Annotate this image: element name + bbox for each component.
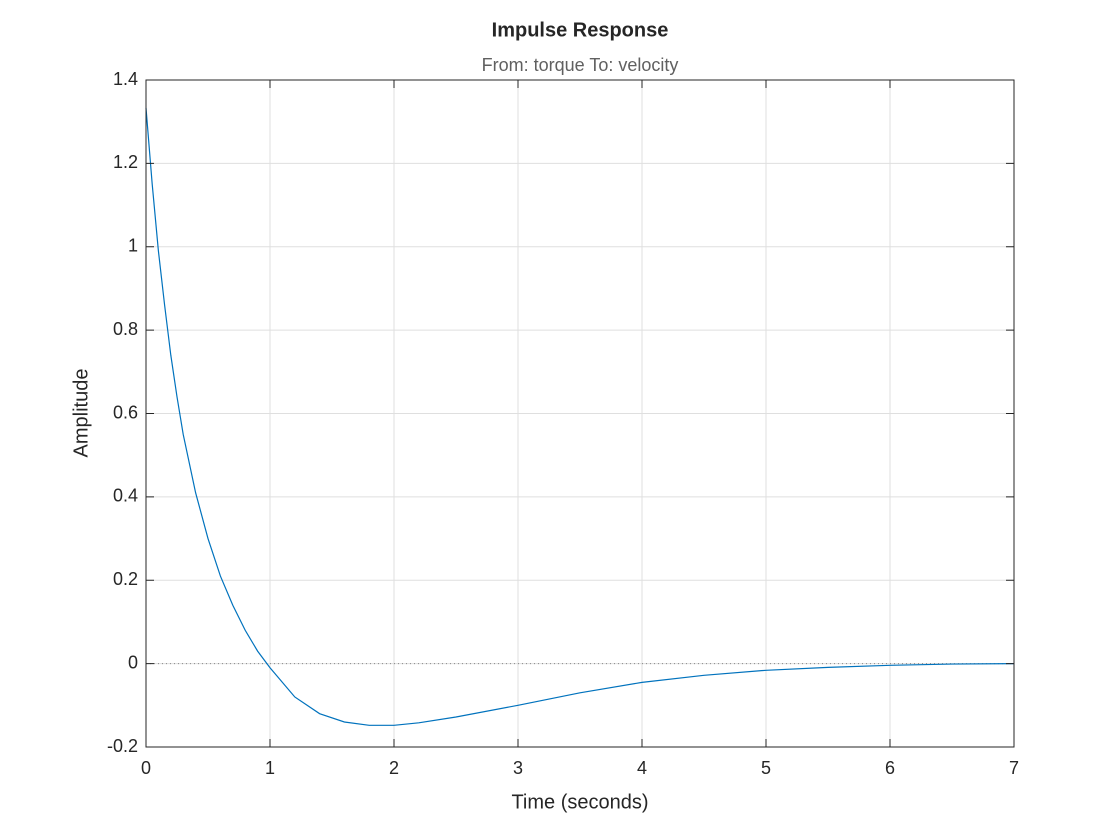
y-tick-label: 0 [128,652,138,672]
chart-title: Impulse Response [492,19,669,41]
y-tick-label: 1.2 [113,152,138,172]
x-tick-label: 1 [265,758,275,778]
y-tick-label: -0.2 [107,736,138,756]
x-tick-label: 3 [513,758,523,778]
x-tick-label: 5 [761,758,771,778]
x-axis-label: Time (seconds) [511,791,648,813]
y-tick-label: 0.4 [113,486,138,506]
y-axis-label: Amplitude [70,369,92,458]
y-tick-label: 1.4 [113,69,138,89]
x-tick-label: 6 [885,758,895,778]
y-tick-label: 0.6 [113,402,138,422]
y-tick-label: 1 [128,236,138,256]
x-tick-label: 7 [1009,758,1019,778]
y-tick-label: 0.8 [113,319,138,339]
x-tick-label: 2 [389,758,399,778]
series-line [145,107,1015,726]
grid-layer [145,79,1015,748]
chart-subtitle: From: torque To: velocity [482,55,679,75]
plot-layer [145,107,1015,726]
y-tick-label: 0.2 [113,569,138,589]
x-tick-label: 4 [637,758,647,778]
x-tick-label: 0 [141,758,151,778]
